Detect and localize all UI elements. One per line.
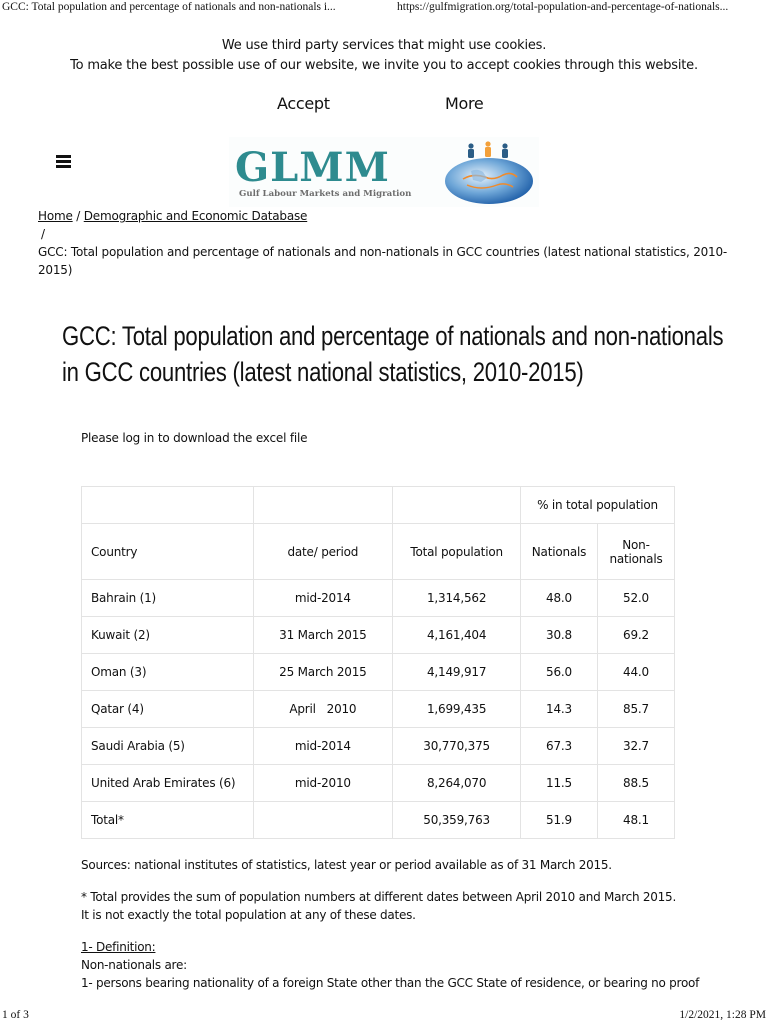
cell-total: 1,699,435 — [392, 690, 522, 728]
cell-non-nationals: 88.5 — [596, 764, 676, 802]
hamburger-menu-icon[interactable] — [56, 155, 71, 169]
cell-country: Bahrain (1) — [81, 579, 254, 617]
cell-nationals: 56.0 — [520, 653, 598, 691]
print-page-url: https://gulfmigration.org/total-populati… — [397, 1, 729, 13]
cell-non-nationals: 48.1 — [596, 801, 676, 839]
print-footer: 1 of 3 1/2/2021, 1:28 PM — [0, 1008, 768, 1024]
column-header-date: date/ period — [252, 523, 394, 580]
definition-item: 1- persons bearing nationality of a fore… — [81, 976, 700, 990]
table-row-total: Total* 50,359,763 51.9 48.1 — [81, 801, 676, 839]
population-table: % in total population Country date/ peri… — [81, 486, 676, 839]
breadcrumb-database-link[interactable]: Demographic and Economic Database — [83, 209, 308, 223]
cell-country: Total* — [81, 801, 254, 839]
sources-note: Sources: national institutes of statisti… — [81, 858, 612, 872]
cell-date: 25 March 2015 — [252, 653, 394, 691]
globe-people-icon — [445, 141, 533, 204]
total-note-line-2: It is not exactly the total population a… — [81, 908, 416, 922]
more-info-button[interactable]: More — [445, 94, 484, 113]
cell-total: 1,314,562 — [392, 579, 522, 617]
cookie-banner: We use third party services that might u… — [0, 36, 768, 76]
cell-nationals: 67.3 — [520, 727, 598, 765]
cell-country: United Arab Emirates (6) — [81, 764, 254, 802]
cell-total: 30,770,375 — [392, 727, 522, 765]
cell-country: Saudi Arabia (5) — [81, 727, 254, 765]
logo-tagline: Gulf Labour Markets and Migration — [239, 189, 412, 199]
cell-non-nationals: 69.2 — [596, 616, 676, 654]
logo-text: GLMM — [235, 144, 390, 191]
table-row: Qatar (4) April 2010 1,699,435 14.3 85.7 — [81, 690, 676, 728]
glmm-logo[interactable]: GLMM Gulf Labour Markets and Migration — [229, 137, 539, 207]
cell-country: Qatar (4) — [81, 690, 254, 728]
table-header-row: Country date/ period Total population Na… — [81, 523, 676, 580]
table-row: Oman (3) 25 March 2015 4,149,917 56.0 44… — [81, 653, 676, 691]
definition-heading: 1- Definition: — [81, 940, 156, 954]
table-row: Kuwait (2) 31 March 2015 4,161,404 30.8 … — [81, 616, 676, 654]
definition-intro: Non-nationals are: — [81, 958, 187, 972]
cell-nationals: 11.5 — [520, 764, 598, 802]
cell-nationals: 14.3 — [520, 690, 598, 728]
column-header-nationals: Nationals — [520, 523, 598, 580]
cell-nationals: 30.8 — [520, 616, 598, 654]
page-count: 1 of 3 — [2, 1009, 29, 1021]
column-header-total-population: Total population — [392, 523, 522, 580]
table-group-header-row: % in total population — [81, 486, 675, 524]
cell-non-nationals: 85.7 — [596, 690, 676, 728]
cell-total: 4,161,404 — [392, 616, 522, 654]
column-header-non-nationals: Non-nationals — [596, 523, 676, 580]
accept-cookies-button[interactable]: Accept — [277, 94, 330, 113]
table-row: Saudi Arabia (5) mid-2014 30,770,375 67.… — [81, 727, 676, 765]
cell-nationals: 48.0 — [520, 579, 598, 617]
cookie-buttons: Accept More — [0, 94, 768, 118]
login-download-note: Please log in to download the excel file — [81, 431, 308, 445]
breadcrumb-home-link[interactable]: Home — [38, 209, 73, 223]
cell-date: 31 March 2015 — [252, 616, 394, 654]
page-title: GCC: Total population and percentage of … — [62, 321, 724, 387]
table-notes: Sources: national institutes of statisti… — [81, 856, 721, 992]
breadcrumb: Home / Demographic and Economic Database… — [38, 207, 728, 279]
cell-non-nationals: 52.0 — [596, 579, 676, 617]
table-row: United Arab Emirates (6) mid-2010 8,264,… — [81, 764, 676, 802]
cookie-message-line-2: To make the best possible use of our web… — [70, 58, 698, 73]
group-header-percent: % in total population — [520, 486, 675, 524]
cell-nationals: 51.9 — [520, 801, 598, 839]
breadcrumb-current: GCC: Total population and percentage of … — [38, 245, 728, 277]
total-note-line-1: * Total provides the sum of population n… — [81, 890, 677, 904]
cell-total: 4,149,917 — [392, 653, 522, 691]
cell-non-nationals: 44.0 — [596, 653, 676, 691]
print-page-title: GCC: Total population and percentage of … — [2, 1, 336, 13]
cell-date: April 2010 — [252, 690, 394, 728]
cookie-message-line-1: We use third party services that might u… — [221, 38, 547, 53]
print-datetime: 1/2/2021, 1:28 PM — [679, 1009, 766, 1021]
cell-non-nationals: 32.7 — [596, 727, 676, 765]
table-row: Bahrain (1) mid-2014 1,314,562 48.0 52.0 — [81, 579, 676, 617]
column-header-country: Country — [81, 523, 254, 580]
cell-total: 8,264,070 — [392, 764, 522, 802]
cell-total: 50,359,763 — [392, 801, 522, 839]
breadcrumb-separator: / — [76, 209, 81, 223]
cell-date: mid-2014 — [252, 727, 394, 765]
breadcrumb-separator: / — [41, 227, 45, 241]
cell-date: mid-2010 — [252, 764, 394, 802]
cell-country: Oman (3) — [81, 653, 254, 691]
cell-date — [252, 801, 394, 839]
print-header: GCC: Total population and percentage of … — [0, 0, 768, 18]
cell-date: mid-2014 — [252, 579, 394, 617]
cell-country: Kuwait (2) — [81, 616, 254, 654]
